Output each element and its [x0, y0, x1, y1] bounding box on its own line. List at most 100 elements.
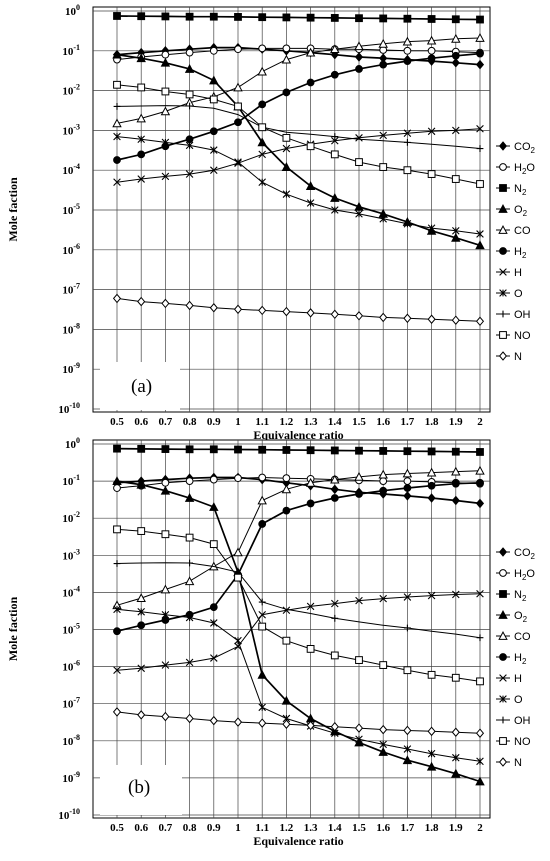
- chart-panel-a: (a)10010-110-210-310-410-510-610-710-810…: [6, 3, 536, 442]
- data-point-co: [305, 477, 316, 487]
- data-point-n2: [355, 14, 363, 23]
- y-tick-label: 10-10: [58, 401, 80, 416]
- data-point-h: [452, 590, 460, 599]
- data-point-o2: [378, 747, 388, 756]
- y-tick-label: 10-3: [62, 122, 80, 137]
- data-point-n2: [476, 15, 484, 24]
- data-point-h2o: [258, 473, 267, 482]
- data-point-o: [355, 210, 363, 218]
- data-point-n2: [161, 12, 170, 21]
- data-point-h: [210, 166, 218, 174]
- data-point-o: [113, 605, 121, 614]
- data-point-h: [185, 658, 194, 667]
- legend-label: O2: [514, 204, 528, 218]
- data-point-h: [355, 596, 363, 605]
- data-point-co: [257, 66, 267, 76]
- series-line-o: [116, 136, 481, 235]
- data-point-o: [137, 608, 145, 616]
- legend-marker: [498, 757, 508, 767]
- data-point-no: [137, 83, 146, 92]
- x-tick-label: 2: [477, 416, 483, 428]
- data-point-o: [210, 619, 218, 627]
- data-point-h2: [137, 150, 146, 159]
- data-point-n2: [234, 445, 242, 454]
- data-point-co2: [427, 493, 436, 503]
- data-point-n: [403, 725, 412, 736]
- x-tick-label: 2: [477, 822, 483, 834]
- legend-label: H2O: [514, 568, 535, 582]
- data-point-co: [281, 484, 292, 494]
- data-point-o: [403, 220, 412, 228]
- data-point-o2: [257, 137, 267, 147]
- legend-label: H2: [514, 246, 527, 260]
- legend-marker: [499, 163, 507, 171]
- x-tick-label: 1.3: [304, 416, 318, 428]
- data-point-h2: [306, 499, 315, 508]
- data-point-o2: [305, 181, 316, 190]
- data-point-n: [233, 304, 243, 315]
- x-tick-label: 1.9: [449, 822, 463, 834]
- data-point-co2: [330, 484, 339, 495]
- x-tick-label: 1.5: [352, 416, 366, 428]
- data-point-n: [306, 308, 315, 318]
- data-point-o2: [402, 755, 413, 765]
- data-point-n: [451, 315, 460, 326]
- legend-marker: [499, 590, 507, 598]
- panel-label-background: [100, 765, 182, 815]
- legend-label: OH: [514, 309, 531, 321]
- y-axis-title: Mole faction: [6, 597, 20, 662]
- y-tick-label: 10-9: [62, 770, 80, 785]
- legend-marker: [498, 547, 508, 557]
- data-point-n: [475, 316, 485, 327]
- data-point-n: [112, 293, 122, 304]
- data-point-o2: [475, 240, 485, 250]
- legend-label: H2: [514, 652, 527, 666]
- data-point-n2: [403, 447, 412, 456]
- y-tick-label: 10-6: [62, 659, 80, 674]
- data-point-h: [137, 664, 145, 673]
- data-point-no: [403, 666, 412, 675]
- data-point-no: [476, 180, 484, 188]
- data-point-o: [331, 206, 339, 214]
- data-point-n2: [209, 12, 218, 21]
- data-point-no: [403, 166, 412, 175]
- data-point-co2: [475, 59, 485, 70]
- legend-marker: [499, 716, 507, 724]
- data-point-h2o: [427, 46, 436, 55]
- data-point-h2o: [379, 477, 388, 486]
- y-tick-label: 10-8: [62, 321, 80, 336]
- series-line-o: [116, 608, 481, 762]
- series-line-h2o: [116, 47, 481, 61]
- y-tick-label: 100: [65, 3, 80, 18]
- data-point-h: [331, 599, 339, 608]
- data-point-h2: [403, 57, 412, 66]
- data-point-co: [184, 576, 195, 586]
- data-point-no: [427, 170, 436, 178]
- data-point-h2o: [161, 478, 170, 487]
- data-point-h: [258, 150, 266, 159]
- data-point-h2o: [209, 475, 218, 484]
- data-point-h2o: [234, 474, 242, 483]
- data-point-h: [234, 642, 242, 651]
- data-point-n: [354, 310, 364, 321]
- data-point-h2o: [403, 477, 412, 486]
- data-point-no: [282, 133, 291, 142]
- series-line-h: [116, 593, 481, 671]
- data-point-o2: [451, 768, 461, 778]
- data-point-h2: [476, 478, 484, 487]
- legend-label: NO: [514, 330, 531, 342]
- data-point-co: [136, 593, 146, 603]
- data-point-h2: [451, 479, 460, 488]
- legend-label: N: [514, 351, 522, 363]
- data-point-h2: [209, 603, 218, 612]
- legend: CO2 H2O N2 O2 CO H2 HO OH NO N: [496, 547, 536, 769]
- data-point-co2: [451, 495, 460, 506]
- data-point-h2: [427, 481, 436, 490]
- data-point-oh: [113, 103, 121, 110]
- data-point-h2: [209, 127, 218, 136]
- data-point-n2: [306, 13, 315, 22]
- data-point-n2: [185, 445, 194, 454]
- data-point-co: [475, 465, 485, 475]
- data-point-no: [451, 175, 460, 183]
- legend-marker: [499, 737, 507, 745]
